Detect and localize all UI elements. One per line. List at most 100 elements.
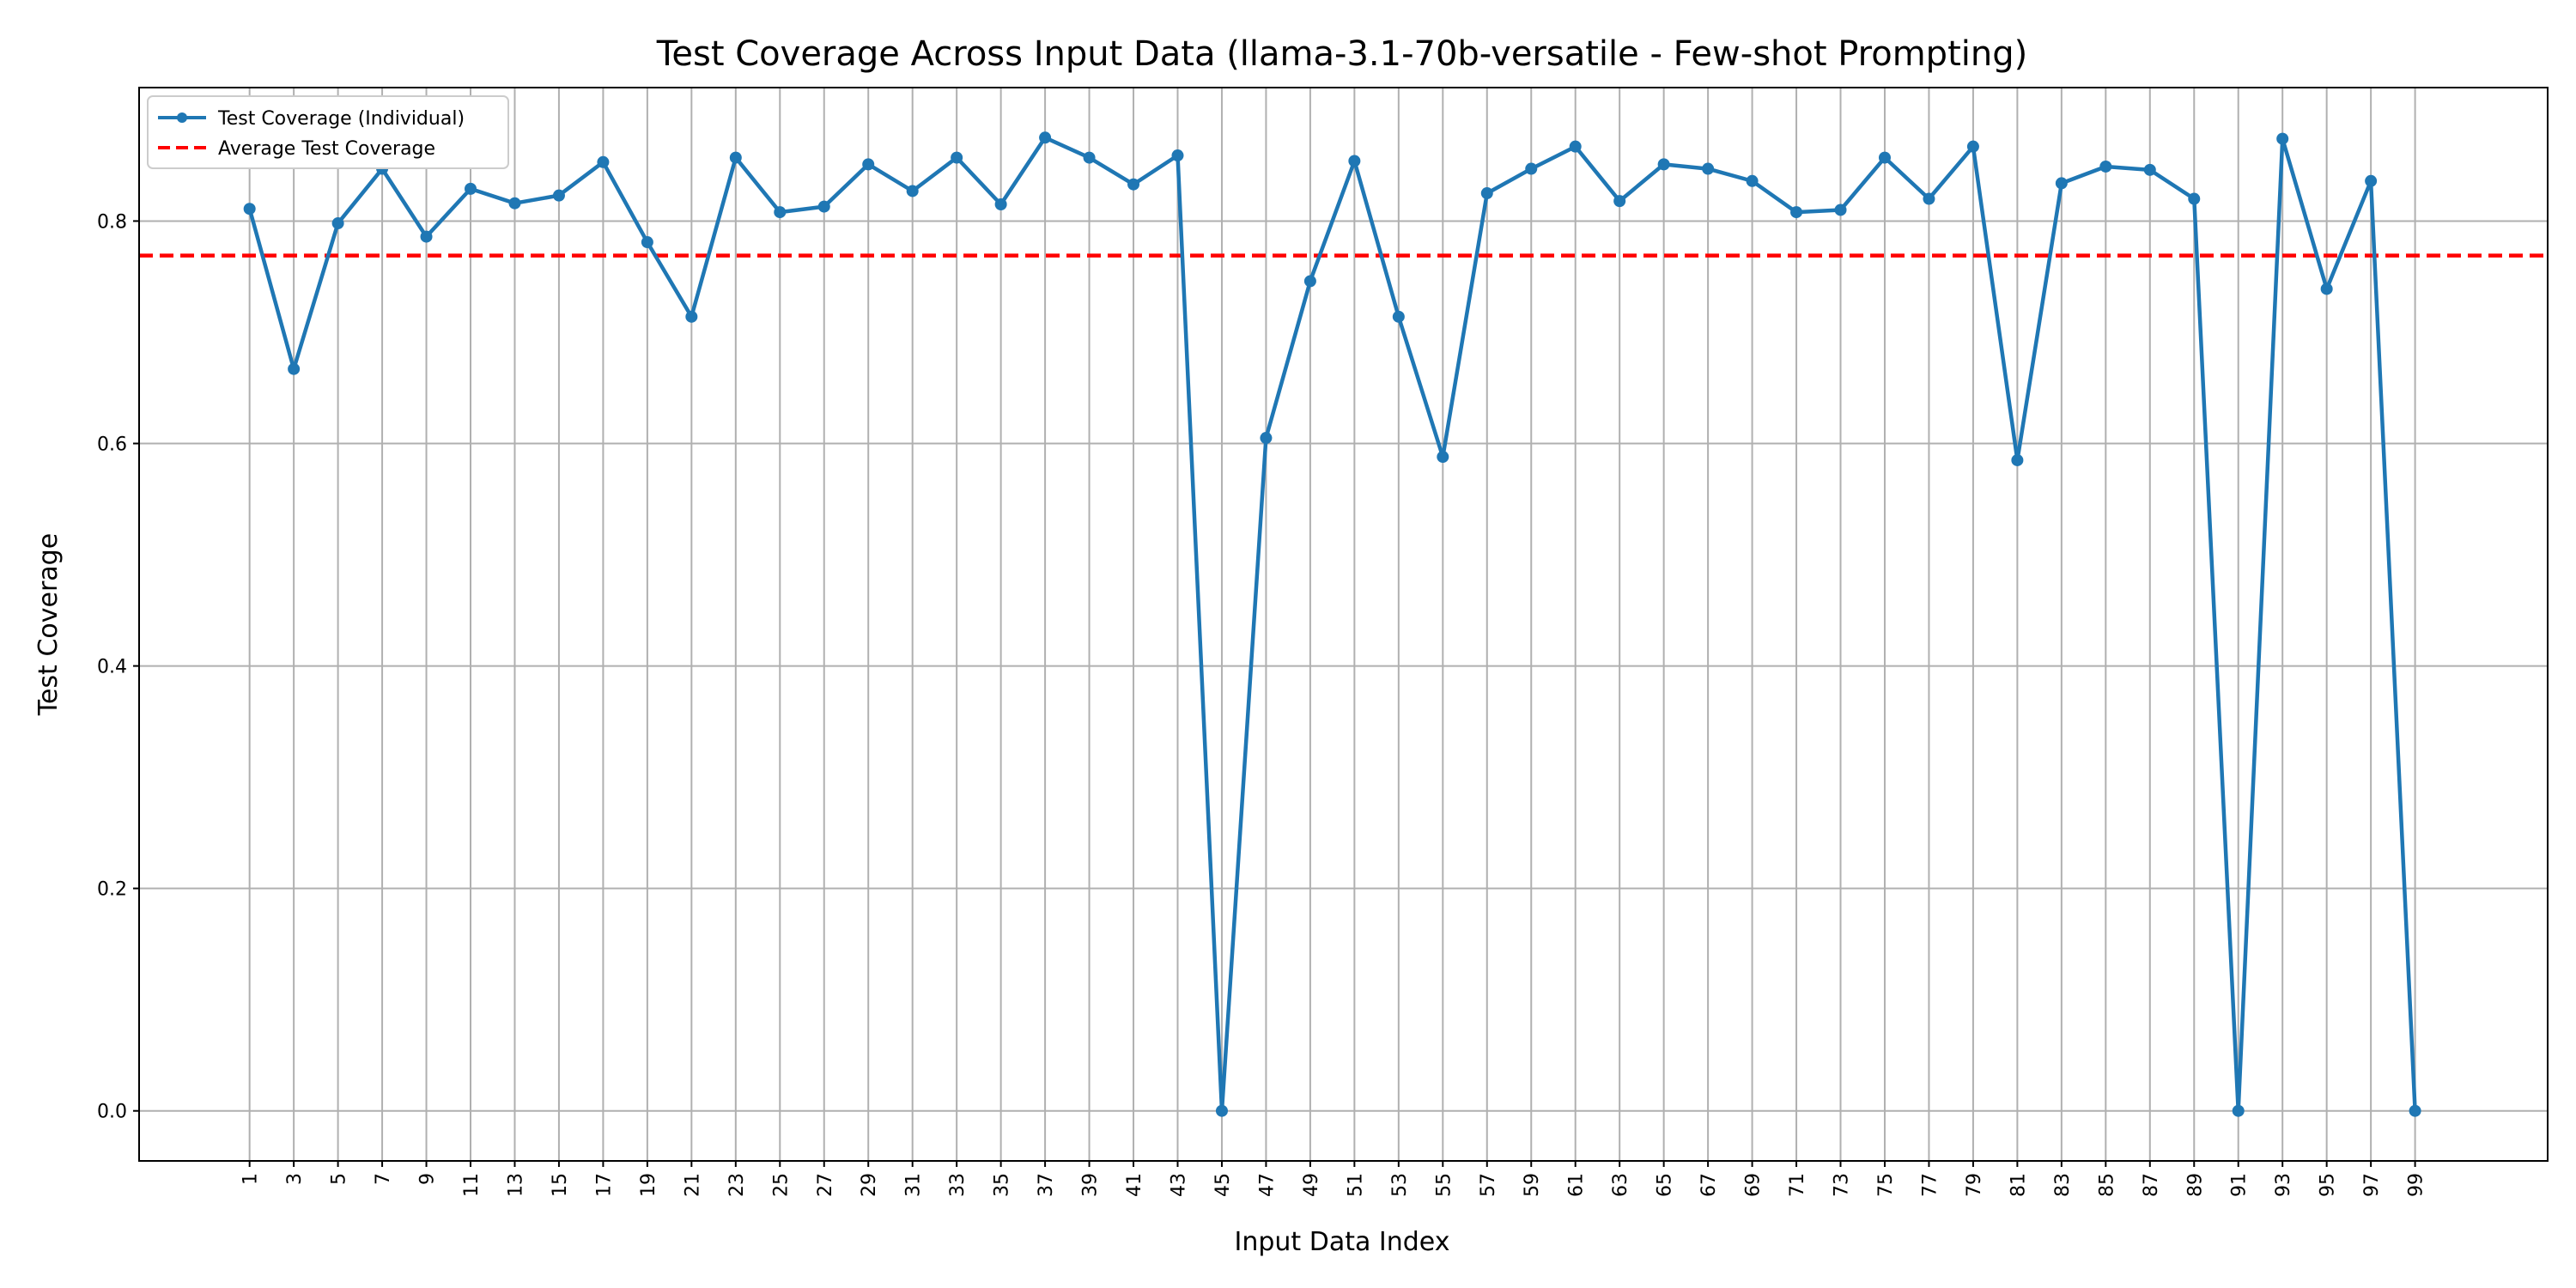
x-tick-label: 93 <box>2273 1173 2294 1197</box>
data-point <box>2055 177 2068 190</box>
data-point <box>1083 151 1096 164</box>
x-tick-label: 11 <box>461 1173 483 1197</box>
data-point <box>1437 451 1449 464</box>
x-tick-label: 95 <box>2318 1173 2339 1197</box>
data-point <box>465 182 477 195</box>
x-tick-label: 31 <box>903 1173 925 1197</box>
data-point <box>951 151 963 164</box>
data-point <box>1303 275 1316 288</box>
data-point <box>1480 187 1493 200</box>
legend: Test Coverage (Individual) Average Test … <box>147 95 509 169</box>
data-point <box>2099 160 2112 173</box>
data-point <box>1878 151 1891 164</box>
x-tick-label: 41 <box>1124 1173 1145 1197</box>
x-tick-label: 59 <box>1522 1173 1543 1197</box>
data-point <box>1392 310 1405 323</box>
x-tick-label: 7 <box>373 1173 394 1185</box>
x-tick-label: 77 <box>1919 1173 1941 1197</box>
x-tick-label: 65 <box>1655 1173 1676 1197</box>
x-tick-label: 71 <box>1787 1173 1808 1197</box>
data-point <box>1966 140 1979 153</box>
data-point <box>994 198 1007 211</box>
legend-label-individual: Test Coverage (Individual) <box>217 108 465 130</box>
data-point <box>331 217 344 230</box>
x-tick-label: 23 <box>726 1173 748 1197</box>
data-point <box>1790 206 1803 219</box>
data-point <box>1923 192 1935 205</box>
data-point <box>1127 178 1140 191</box>
data-point <box>597 155 610 168</box>
data-point <box>2276 132 2289 145</box>
data-point <box>243 203 256 216</box>
data-point <box>1657 158 1670 171</box>
x-tick-label: 69 <box>1743 1173 1765 1197</box>
legend-label-average: Average Test Coverage <box>218 138 435 160</box>
x-tick-label: 47 <box>1256 1173 1278 1197</box>
x-tick-label: 85 <box>2096 1173 2117 1197</box>
x-tick-label: 83 <box>2052 1173 2074 1197</box>
x-tick-label: 43 <box>1168 1173 1189 1197</box>
x-tick-label: 33 <box>947 1173 969 1197</box>
data-point <box>1746 174 1759 187</box>
x-tick-label: 73 <box>1832 1173 1853 1197</box>
y-tick-label: 0.2 <box>97 879 127 901</box>
series-line-individual <box>247 136 2417 1113</box>
data-point <box>1039 131 1052 144</box>
data-point <box>1260 432 1273 445</box>
grid <box>139 88 2548 1161</box>
x-tick-label: 25 <box>770 1173 792 1197</box>
x-tick-label: 75 <box>1875 1173 1897 1197</box>
data-point <box>2365 174 2378 187</box>
data-point <box>1348 155 1361 167</box>
data-point <box>508 197 521 210</box>
data-point <box>552 189 565 202</box>
x-tick-label: 49 <box>1301 1173 1322 1197</box>
data-point <box>2320 283 2333 295</box>
data-point <box>2011 453 2024 466</box>
data-point <box>641 236 653 249</box>
x-tick-label: 55 <box>1433 1173 1455 1197</box>
x-tick-label: 97 <box>2361 1173 2383 1197</box>
x-tick-label: 89 <box>2184 1173 2206 1197</box>
y-axis-ticks: 0.0 0.2 0.4 0.6 0.8 <box>97 211 139 1123</box>
data-point <box>2232 1104 2245 1117</box>
x-tick-label: 53 <box>1389 1173 1411 1197</box>
y-tick-label: 0.8 <box>97 211 127 233</box>
y-tick-label: 0.4 <box>97 657 127 678</box>
data-point <box>2409 1104 2421 1117</box>
y-axis-label: Test Coverage <box>33 533 64 716</box>
x-tick-label: 91 <box>2229 1173 2251 1197</box>
legend-marker-individual <box>177 112 187 123</box>
x-axis-label: Input Data Index <box>1235 1227 1450 1257</box>
data-point <box>2188 192 2201 205</box>
x-tick-label: 9 <box>417 1173 439 1185</box>
series-layer <box>243 131 2421 1117</box>
x-tick-label: 45 <box>1212 1173 1234 1197</box>
x-tick-label: 35 <box>992 1173 1013 1197</box>
x-tick-label: 13 <box>505 1173 526 1197</box>
x-tick-label: 1 <box>240 1173 262 1185</box>
x-tick-label: 79 <box>1964 1173 1985 1197</box>
data-point <box>906 185 919 197</box>
x-tick-label: 37 <box>1036 1173 1057 1197</box>
x-tick-label: 19 <box>638 1173 659 1197</box>
x-tick-label: 27 <box>815 1173 836 1197</box>
legend-box <box>147 95 509 169</box>
x-tick-label: 81 <box>2008 1173 2029 1197</box>
data-point <box>862 158 875 171</box>
chart-title: Test Coverage Across Input Data (llama-3… <box>656 34 2027 74</box>
x-tick-label: 99 <box>2406 1173 2427 1197</box>
data-point <box>774 206 787 219</box>
x-tick-label: 57 <box>1478 1173 1499 1197</box>
data-point <box>817 200 830 213</box>
x-tick-label: 51 <box>1345 1173 1366 1197</box>
x-tick-label: 17 <box>593 1173 615 1197</box>
data-point <box>1834 204 1847 216</box>
x-tick-label: 3 <box>284 1173 306 1185</box>
x-tick-label: 63 <box>1610 1173 1631 1197</box>
x-tick-label: 15 <box>550 1173 571 1197</box>
data-point <box>1702 162 1715 175</box>
x-tick-label: 61 <box>1566 1173 1588 1197</box>
data-point <box>685 310 698 323</box>
